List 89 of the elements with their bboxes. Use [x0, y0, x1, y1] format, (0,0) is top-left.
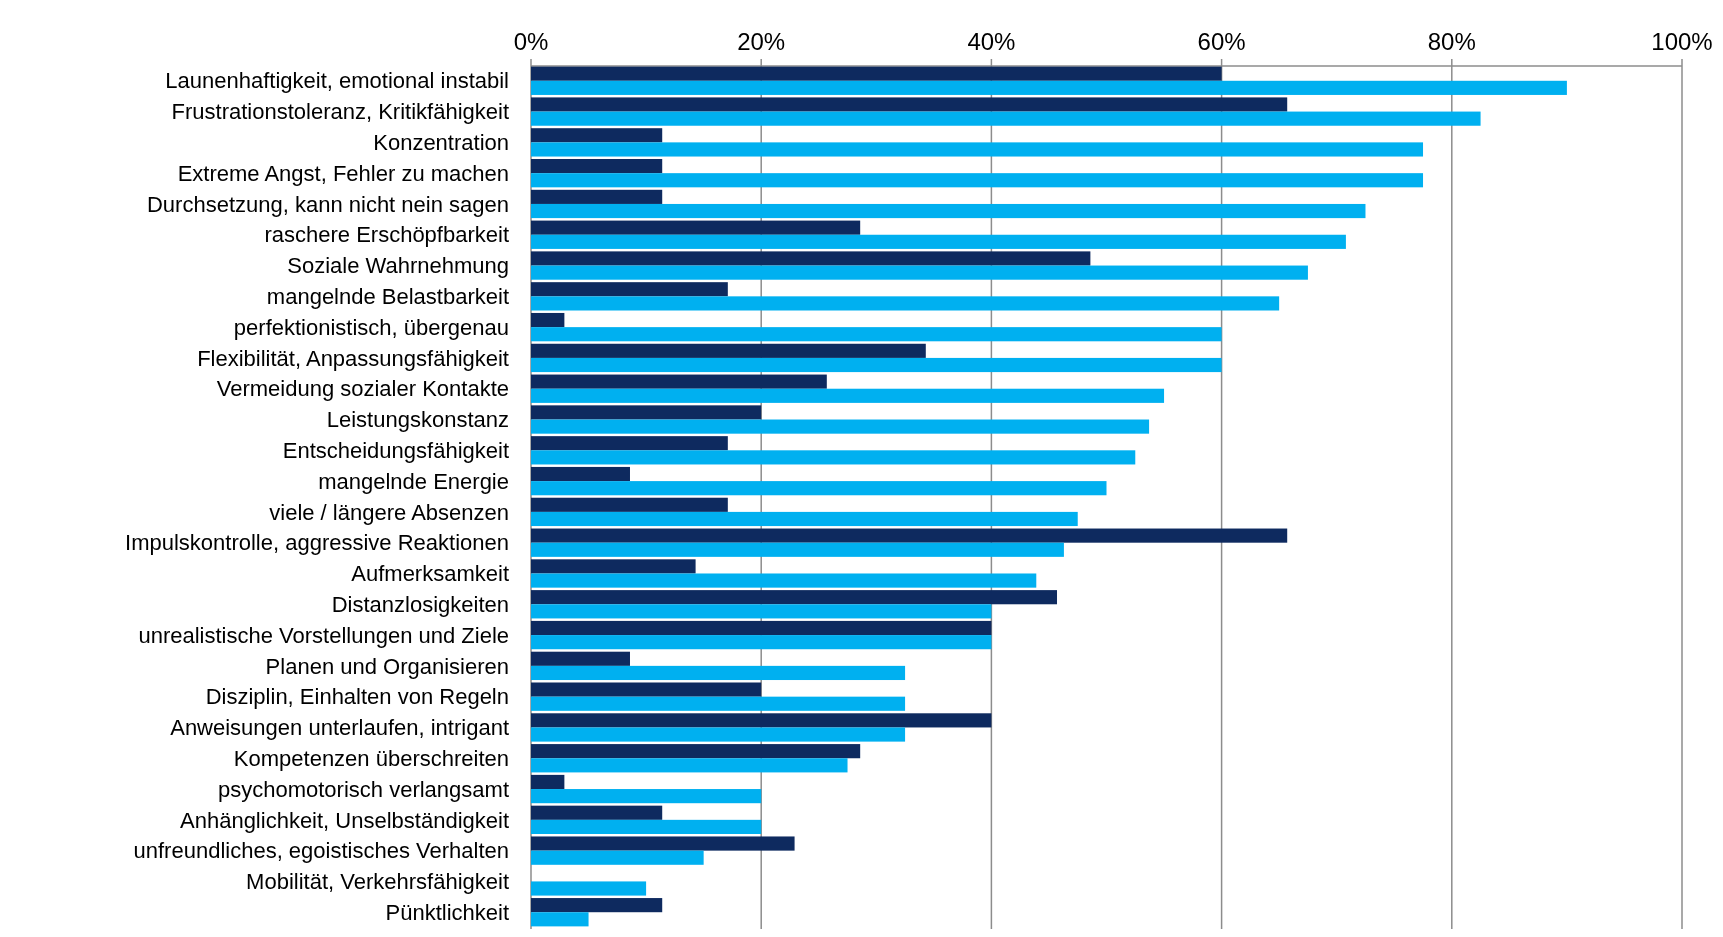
y-tick-label: Pünktlichkeit — [385, 899, 509, 925]
bar — [531, 713, 992, 728]
bar — [531, 388, 1165, 403]
bar — [531, 836, 795, 851]
bar — [531, 850, 704, 865]
bar — [531, 665, 906, 681]
bar — [531, 142, 1424, 157]
bar — [531, 635, 992, 650]
y-tick-label: Anweisungen unterlaufen, intrigant — [170, 715, 509, 741]
bar — [531, 436, 728, 451]
bar — [531, 220, 861, 235]
bar — [531, 173, 1424, 188]
bar — [531, 265, 1308, 280]
y-tick-label: Distanzlosigkeiten — [331, 591, 509, 617]
bar — [531, 128, 663, 143]
y-tick-label: unfreundliches, egoistisches Verhalten — [133, 838, 509, 864]
y-tick-label: Planen und Organisieren — [265, 653, 509, 679]
y-tick-label: Vermeidung sozialer Kontakte — [216, 376, 509, 402]
bar — [531, 604, 992, 619]
bar — [531, 497, 728, 512]
y-tick-label: Leistungskonstanz — [326, 407, 509, 433]
bar — [531, 80, 1567, 95]
bar — [531, 97, 1288, 112]
y-tick-label: Impulskontrolle, aggressive Reaktionen — [125, 530, 509, 556]
bar — [531, 590, 1058, 605]
bar — [531, 912, 589, 927]
y-tick-label: Launenhaftigkeit, emotional instabil — [165, 68, 509, 94]
y-tick-label: mangelnde Belastbarkeit — [266, 284, 509, 310]
y-tick-label: Kompetenzen überschreiten — [233, 745, 509, 771]
y-tick-label: Soziale Wahrnehmung — [287, 253, 509, 279]
bar — [531, 696, 906, 711]
y-tick-label: Anhänglichkeit, Unselbständigkeit — [180, 807, 509, 833]
y-tick-label: perfektionistisch, übergenau — [233, 314, 509, 340]
x-tick-label: 0% — [513, 28, 549, 55]
x-tick-label: 40% — [967, 28, 1016, 55]
x-tick-label: 100% — [1651, 28, 1713, 55]
bar — [531, 189, 663, 204]
bar — [531, 450, 1136, 465]
bar — [531, 819, 762, 834]
bar — [531, 282, 728, 297]
bar — [531, 758, 848, 773]
bar — [531, 66, 1222, 81]
bar — [531, 789, 762, 804]
x-tick-label: 60% — [1197, 28, 1246, 55]
bar — [531, 481, 1107, 496]
bar — [531, 573, 1037, 588]
bar — [531, 251, 1091, 266]
bar — [531, 898, 663, 913]
bar — [531, 357, 1222, 373]
bar — [531, 559, 696, 574]
bar — [531, 466, 630, 482]
bar — [531, 234, 1346, 249]
bar — [531, 774, 565, 790]
bar — [531, 542, 1064, 557]
y-tick-label: Disziplin, Einhalten von Regeln — [205, 684, 509, 710]
bar — [531, 203, 1366, 219]
bar — [531, 327, 1222, 342]
y-tick-label: mangelnde Energie — [318, 468, 509, 494]
y-tick-label: Konzentration — [373, 130, 509, 156]
bar — [531, 111, 1481, 126]
bar — [531, 620, 992, 636]
bar — [531, 682, 762, 697]
bar — [531, 405, 762, 420]
y-tick-label: raschere Erschöpfbarkeit — [264, 222, 509, 248]
y-tick-label: Extreme Angst, Fehler zu machen — [177, 160, 509, 186]
x-tick-label: 20% — [737, 28, 786, 55]
bar — [531, 419, 1150, 434]
bar — [531, 727, 906, 742]
y-tick-label: Aufmerksamkeit — [351, 561, 509, 587]
bar — [531, 651, 630, 666]
y-tick-label: Entscheidungsfähigkeit — [282, 438, 509, 464]
bar — [531, 881, 647, 896]
x-tick-label: 80% — [1427, 28, 1476, 55]
y-tick-label: Mobilität, Verkehrsfähigkeit — [246, 869, 509, 895]
y-tick-label: Flexibilität, Anpassungsfähigkeit — [197, 345, 509, 371]
bar — [531, 528, 1288, 543]
y-tick-label: unrealistische Vorstellungen und Ziele — [138, 622, 509, 648]
y-tick-label: Durchsetzung, kann nicht nein sagen — [146, 191, 509, 217]
y-tick-label: viele / längere Absenzen — [269, 499, 509, 525]
bar — [531, 312, 565, 328]
bar — [531, 744, 861, 759]
bar — [531, 511, 1078, 527]
bar — [531, 159, 663, 174]
bar — [531, 805, 663, 820]
y-tick-label: Frustrationstoleranz, Kritikfähigkeit — [171, 99, 509, 125]
y-tick-label: psychomotorisch verlangsamt — [217, 776, 509, 802]
bar — [531, 296, 1280, 311]
bar — [531, 374, 827, 389]
bar — [531, 343, 926, 358]
